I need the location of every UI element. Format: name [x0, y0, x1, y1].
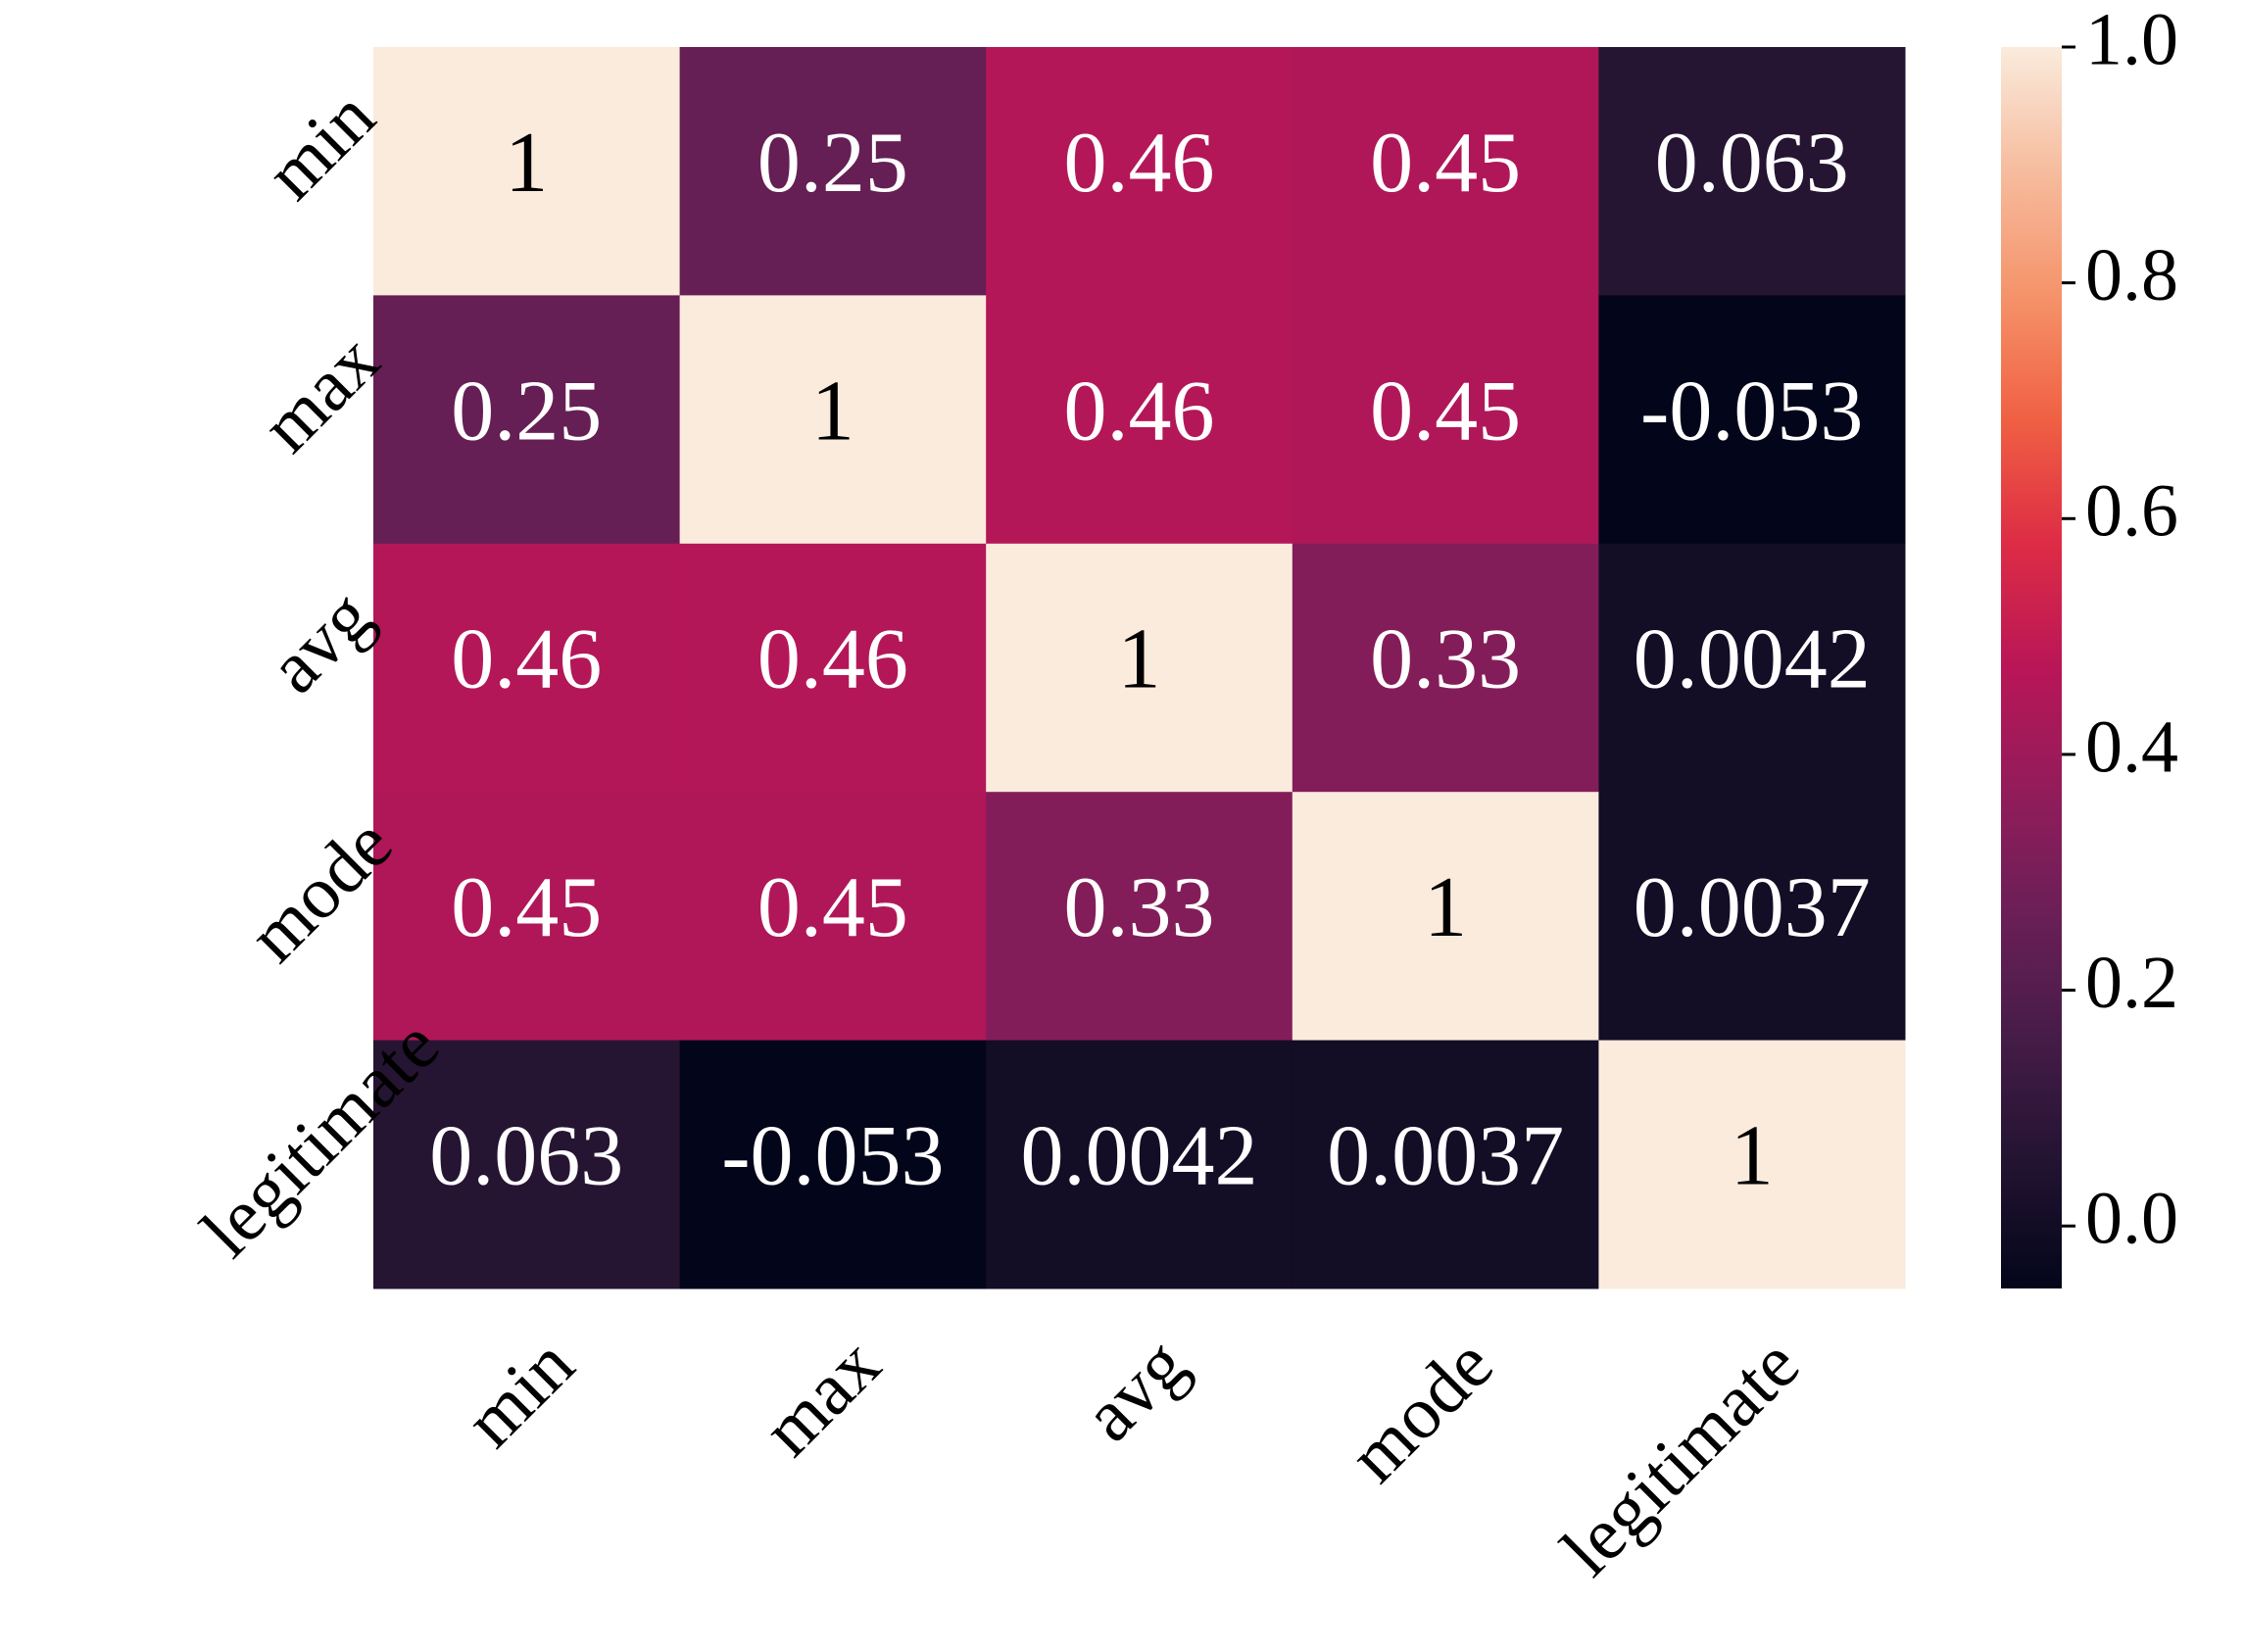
cell [1598, 295, 1906, 545]
cell [373, 47, 681, 296]
colorbar-tick-label: 0.0 [2085, 1178, 2178, 1260]
cell [1292, 1040, 1599, 1289]
cell [986, 295, 1293, 545]
cell-label: 0.46 [757, 612, 908, 707]
colorbar-tick-label: 0.8 [2085, 234, 2178, 316]
cell [1598, 47, 1906, 296]
cell [1292, 543, 1599, 793]
cell [1292, 295, 1599, 545]
cell-label: 0.25 [757, 116, 908, 211]
cell-label: 0.063 [429, 1108, 623, 1203]
cell-label: -0.053 [1640, 364, 1863, 459]
cell-label: 0.33 [1064, 860, 1215, 955]
cell [986, 792, 1293, 1042]
x-tick-label: legitimate [1546, 1323, 1815, 1591]
cell-label: 0.0042 [1634, 612, 1871, 707]
colorbar-tick-label: 0.2 [2085, 942, 2178, 1024]
x-tick-label: max [747, 1323, 896, 1472]
cell [373, 1040, 681, 1289]
x-tick-label: min [450, 1323, 590, 1463]
cell-label: 0.45 [451, 860, 602, 955]
cell [1292, 792, 1599, 1042]
cell-label: 1 [1731, 1108, 1774, 1203]
cell [1598, 792, 1906, 1042]
cell-label: 0.46 [451, 612, 602, 707]
cell-label: 0.46 [1064, 364, 1215, 459]
cell-label: 0.0042 [1021, 1108, 1258, 1203]
cell [373, 792, 681, 1042]
cell [679, 543, 987, 793]
cell-label: 1 [1118, 612, 1161, 707]
cell-label: 0.45 [757, 860, 908, 955]
cell-label: 0.46 [1064, 116, 1215, 211]
cell-label: 0.0037 [1327, 1108, 1564, 1203]
colorbar-tick-label: 1.0 [2085, 0, 2178, 80]
colorbar [2001, 47, 2062, 1288]
y-tick-label: avg [253, 574, 387, 708]
cell [1598, 1040, 1906, 1289]
cell-label: 0.45 [1370, 116, 1521, 211]
cell [373, 295, 681, 545]
cell-label: 1 [1424, 860, 1467, 955]
cell-label: 1 [811, 364, 854, 459]
cell [1598, 543, 1906, 793]
cell [986, 1040, 1293, 1289]
cell-label: 0.0037 [1634, 860, 1871, 955]
colorbar-tick-label: 0.4 [2085, 705, 2178, 788]
y-tick-label: max [246, 319, 395, 468]
x-tick-label: avg [1068, 1323, 1202, 1457]
cell [679, 1040, 987, 1289]
x-tick-label: mode [1334, 1323, 1509, 1498]
cell [1292, 47, 1599, 296]
y-tick-label: min [250, 75, 390, 216]
cell [986, 47, 1293, 296]
cell [679, 792, 987, 1042]
cell [986, 543, 1293, 793]
colorbar-tick-label: 0.6 [2085, 470, 2178, 553]
cell [679, 47, 987, 296]
cell-label: 0.25 [451, 364, 602, 459]
cell-label: 1 [505, 116, 548, 211]
cell-label: -0.053 [721, 1108, 944, 1203]
cell-label: 0.33 [1370, 612, 1521, 707]
cell [679, 295, 987, 545]
cell-label: 0.063 [1655, 116, 1849, 211]
cell-label: 0.45 [1370, 364, 1521, 459]
cell [373, 543, 681, 793]
